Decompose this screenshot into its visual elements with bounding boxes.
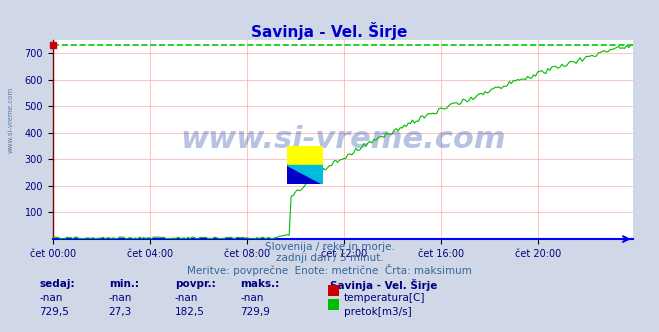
Text: 27,3: 27,3	[109, 307, 132, 317]
Polygon shape	[287, 146, 323, 165]
Text: pretok[m3/s]: pretok[m3/s]	[344, 307, 412, 317]
Text: -nan: -nan	[109, 293, 132, 303]
Text: www.si-vreme.com: www.si-vreme.com	[180, 125, 505, 154]
Text: povpr.:: povpr.:	[175, 279, 215, 289]
Polygon shape	[287, 165, 323, 184]
Text: Savinja - Vel. Širje: Savinja - Vel. Širje	[251, 22, 408, 40]
Text: 729,9: 729,9	[241, 307, 270, 317]
Text: Slovenija / reke in morje.: Slovenija / reke in morje.	[264, 242, 395, 252]
Text: maks.:: maks.:	[241, 279, 280, 289]
Text: min.:: min.:	[109, 279, 139, 289]
Text: -nan: -nan	[40, 293, 63, 303]
Text: www.si-vreme.com: www.si-vreme.com	[8, 86, 14, 153]
Text: zadnji dan / 5 minut.: zadnji dan / 5 minut.	[275, 253, 384, 263]
Text: sedaj:: sedaj:	[40, 279, 75, 289]
Text: 729,5: 729,5	[40, 307, 69, 317]
Text: Savinja - Vel. Širje: Savinja - Vel. Širje	[330, 279, 437, 291]
Text: Meritve: povprečne  Enote: metrične  Črta: maksimum: Meritve: povprečne Enote: metrične Črta:…	[187, 264, 472, 276]
Text: -nan: -nan	[241, 293, 264, 303]
Polygon shape	[287, 165, 323, 184]
Text: temperatura[C]: temperatura[C]	[344, 293, 426, 303]
Text: 182,5: 182,5	[175, 307, 204, 317]
Text: -nan: -nan	[175, 293, 198, 303]
